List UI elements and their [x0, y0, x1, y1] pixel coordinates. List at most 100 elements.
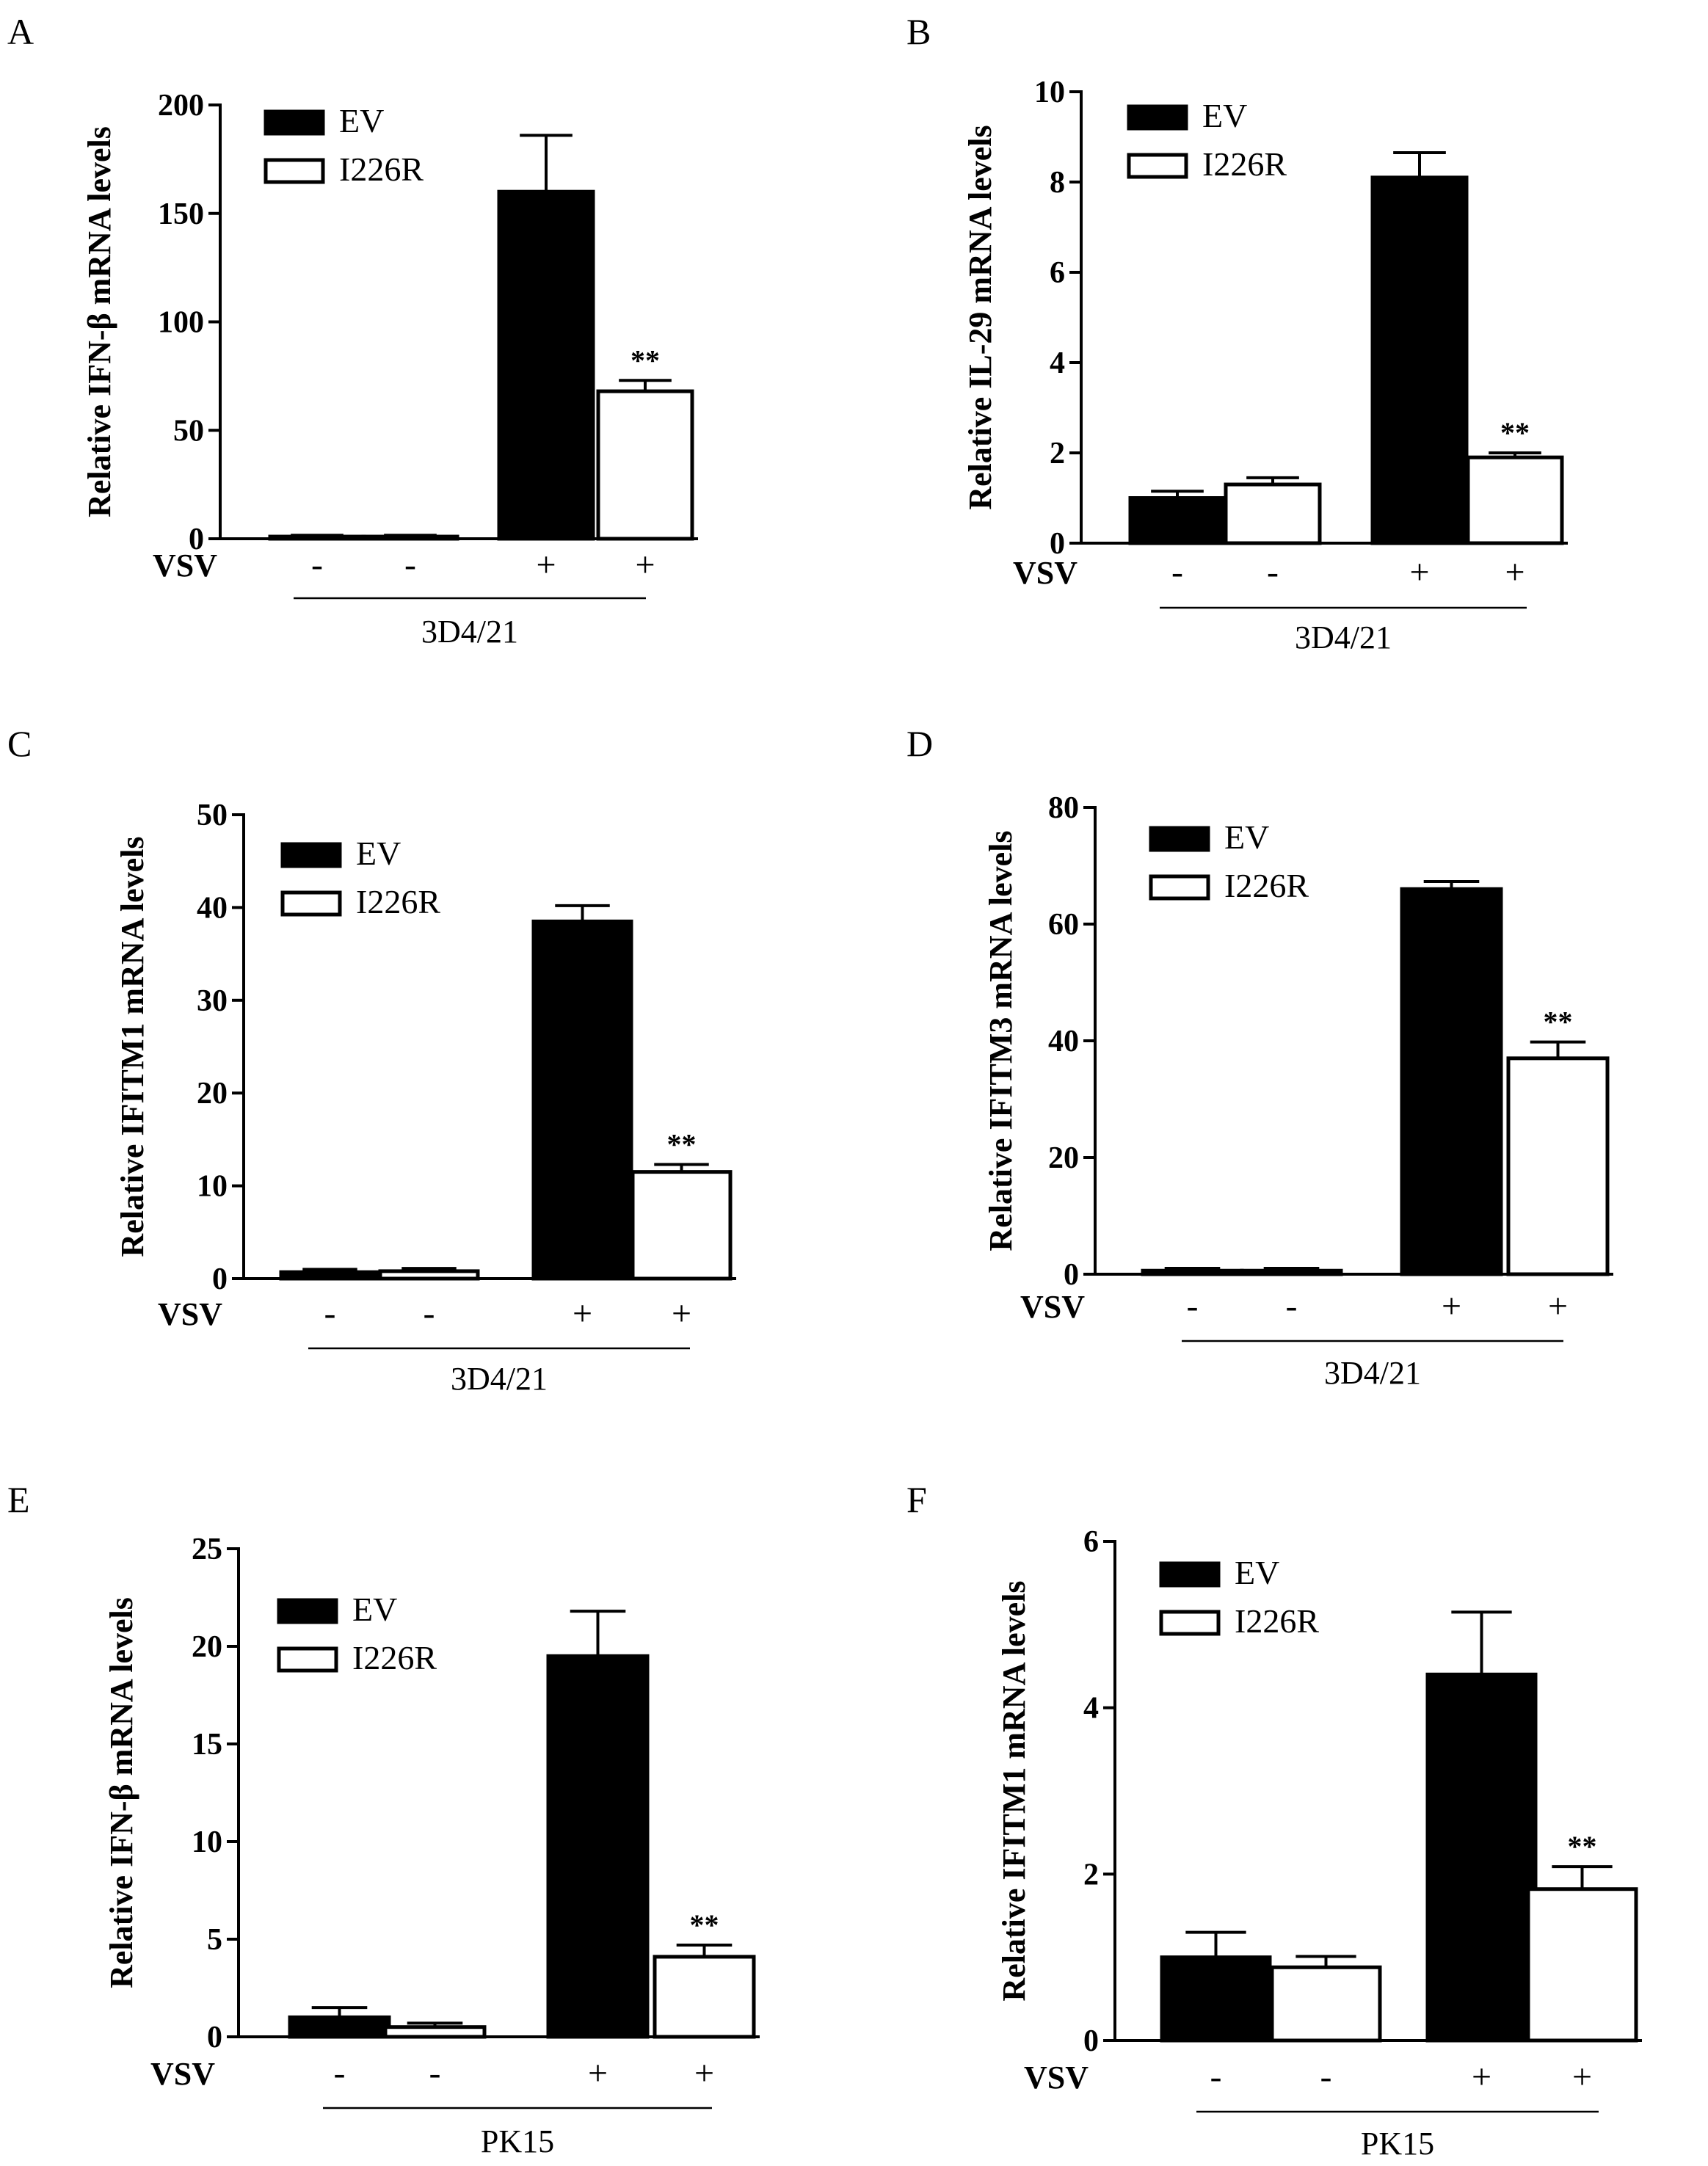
condition-label: - — [1187, 1287, 1199, 1326]
y-tick-label: 40 — [197, 891, 228, 925]
y-tick-label: 50 — [197, 799, 228, 832]
bar-i226r — [1240, 1268, 1343, 1276]
bar-i226r — [378, 1269, 480, 1281]
significance-label: ** — [1500, 416, 1530, 449]
y-tick-label: 40 — [1048, 1025, 1079, 1058]
cell-line-label: 3D4/21 — [451, 1361, 548, 1397]
y-axis-title: Relative IFN-β mRNA levels — [81, 126, 117, 517]
treatment-row-label: VSV — [158, 1296, 222, 1332]
y-tick-label: 10 — [1034, 76, 1065, 109]
y-tick-label: 6 — [1050, 256, 1065, 290]
bar-i226r — [596, 389, 694, 541]
legend-label-i226r: I226R — [339, 150, 424, 188]
condition-label: - — [1286, 1287, 1298, 1326]
legend-swatch-i226r — [280, 890, 342, 917]
treatment-row-label: VSV — [153, 548, 217, 584]
bar-ev — [268, 534, 366, 541]
significance-label: ** — [1568, 1830, 1597, 1863]
y-tick-label: 2 — [1050, 437, 1065, 470]
panel-label: A — [7, 11, 34, 52]
legend-label-ev: EV — [356, 835, 401, 872]
legend-swatch-ev — [277, 1598, 338, 1624]
treatment-row-label: VSV — [1024, 2060, 1089, 2096]
condition-label: + — [1409, 553, 1429, 592]
y-axis-title: Relative IL-29 mRNA levels — [962, 125, 998, 509]
y-tick-label: 4 — [1083, 1692, 1099, 1726]
y-tick-label: 20 — [197, 1077, 228, 1111]
chart-panel-b: B 0 2 4 6 8 10 Relative IL-29 mRNA levels - - + ** +… — [906, 11, 1568, 655]
condition-label: + — [1505, 553, 1525, 592]
chart-panel-c: C 0 10 20 30 40 50 Relative IFITM1 mRNA levels -… — [7, 723, 736, 1397]
legend-label-ev: EV — [352, 1591, 397, 1628]
legend-swatch-ev — [1149, 826, 1210, 852]
panel-label: F — [906, 1479, 927, 1520]
legend-label-i226r: I226R — [1202, 145, 1287, 183]
condition-label: - — [424, 1294, 435, 1333]
significance-label: ** — [1544, 1006, 1573, 1039]
treatment-row-label: VSV — [150, 2056, 215, 2092]
bar-ev — [1128, 496, 1227, 545]
y-tick-label: 80 — [1048, 791, 1079, 825]
panel-label: D — [906, 723, 933, 764]
y-tick-label: 20 — [192, 1630, 222, 1664]
condition-label: - — [311, 545, 323, 584]
chart-panel-d: D 0 20 40 60 80 Relative IFITM3 mRNA levels - - +… — [906, 723, 1613, 1391]
bar-ev — [1370, 175, 1469, 545]
bar-ev — [497, 189, 595, 541]
cell-line-label: 3D4/21 — [1295, 619, 1392, 655]
legend-swatch-ev — [280, 842, 342, 868]
y-tick-label: 4 — [1050, 346, 1065, 380]
y-axis-title: Relative IFN-β mRNA levels — [103, 1597, 139, 1988]
bar-ev — [1160, 1955, 1272, 2043]
y-axis-title: Relative IFITM1 mRNA levels — [996, 1580, 1032, 2001]
bar-i226r — [653, 1955, 756, 2039]
y-tick-label: 0 — [1064, 1258, 1079, 1292]
bar-i226r — [1270, 1965, 1382, 2043]
condition-label: + — [588, 2054, 608, 2093]
y-tick-label: 0 — [212, 1262, 228, 1296]
significance-label: ** — [630, 344, 660, 377]
condition-label: + — [536, 545, 556, 584]
legend-label-ev: EV — [1202, 97, 1247, 134]
condition-label: + — [1548, 1287, 1568, 1326]
condition-label: + — [1572, 2057, 1592, 2096]
bar-i226r — [1506, 1056, 1610, 1276]
condition-label: - — [1320, 2057, 1332, 2096]
condition-label: - — [324, 1294, 336, 1333]
legend-label-i226r: I226R — [1224, 867, 1309, 904]
y-tick-label: 10 — [192, 1825, 222, 1859]
y-tick-label: 25 — [192, 1533, 222, 1566]
condition-label: - — [404, 545, 416, 584]
legend-label-ev: EV — [339, 102, 384, 139]
legend-label-ev: EV — [1235, 1554, 1279, 1591]
y-tick-label: 50 — [173, 414, 204, 448]
bar-i226r — [383, 2025, 487, 2039]
panel-label: C — [7, 723, 32, 764]
panel-label: B — [906, 11, 931, 52]
panel-label: E — [7, 1479, 30, 1520]
bar-ev — [1141, 1268, 1244, 1276]
y-tick-label: 100 — [158, 306, 204, 340]
chart-panel-a: A 0 50 100 150 200 Relative IFN-β mRNA levels -… — [7, 11, 698, 650]
condition-label: + — [573, 1294, 592, 1333]
y-tick-label: 150 — [158, 197, 204, 231]
bar-i226r — [1224, 482, 1322, 545]
bar-i226r — [361, 534, 459, 541]
cell-line-label: 3D4/21 — [1324, 1355, 1421, 1391]
treatment-row-label: VSV — [1013, 555, 1078, 591]
y-tick-label: 0 — [1050, 527, 1065, 561]
bar-ev — [1425, 1672, 1538, 2043]
legend-swatch-i226r — [1127, 153, 1188, 179]
y-tick-label: 5 — [207, 1923, 222, 1957]
y-tick-label: 0 — [207, 2021, 222, 2054]
legend-swatch-ev — [1127, 104, 1188, 131]
y-tick-label: 15 — [192, 1728, 222, 1762]
legend-label-ev: EV — [1224, 818, 1269, 856]
bar-ev — [531, 919, 633, 1281]
chart-panel-e: E 0 5 10 15 20 25 Relative IFN-β mRNA levels - - +… — [7, 1479, 760, 2159]
legend-swatch-i226r — [264, 158, 325, 184]
legend-label-i226r: I226R — [356, 883, 440, 920]
bar-i226r — [1466, 455, 1564, 545]
bar-ev — [288, 2015, 391, 2039]
